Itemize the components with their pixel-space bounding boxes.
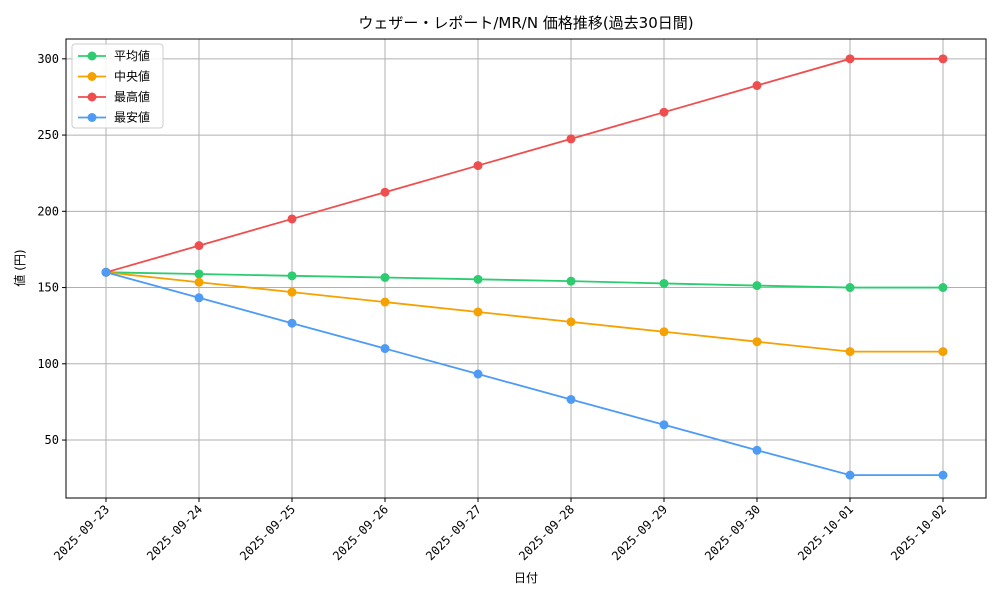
- legend-label: 最高値: [114, 89, 150, 104]
- data-point: [845, 283, 855, 293]
- data-point: [194, 293, 204, 303]
- y-tick-label: 50: [45, 433, 59, 447]
- legend-item: 最安値: [78, 110, 150, 125]
- series-line: [105, 271, 943, 477]
- data-point: [566, 317, 576, 327]
- data-point: [287, 287, 297, 297]
- legend-item: 中央値: [78, 69, 150, 84]
- legend-item: 最高値: [78, 89, 150, 104]
- data-point: [380, 187, 390, 197]
- x-tick-label: 2025-10-02: [888, 502, 949, 563]
- data-point: [287, 214, 297, 224]
- data-point: [101, 267, 111, 277]
- chart-title: ウェザー・レポート/MR/N 価格推移(過去30日間): [358, 14, 693, 32]
- data-point: [659, 327, 669, 337]
- series-3: [101, 267, 948, 480]
- y-axis-label: 値 (円): [12, 249, 27, 286]
- x-tick-label: 2025-09-27: [423, 502, 484, 563]
- data-point: [845, 347, 855, 357]
- y-tick-label: 200: [37, 204, 59, 218]
- legend-label: 最安値: [114, 110, 150, 125]
- data-point: [938, 470, 948, 480]
- x-tick-label: 2025-09-26: [330, 502, 391, 563]
- data-point: [752, 445, 762, 455]
- data-point: [659, 107, 669, 117]
- legend-swatch-marker: [87, 92, 97, 102]
- data-point: [938, 283, 948, 293]
- x-tick-label: 2025-09-28: [516, 502, 577, 563]
- data-point: [380, 272, 390, 282]
- series-line: [105, 57, 943, 274]
- data-point: [194, 241, 204, 251]
- data-point: [659, 278, 669, 288]
- legend-swatch-marker: [87, 72, 97, 81]
- data-point: [287, 318, 297, 328]
- series-2: [101, 54, 948, 277]
- y-tick-label: 250: [37, 128, 59, 142]
- data-point: [752, 81, 762, 91]
- y-axis: 50 100 150 200 250 300: [37, 52, 66, 447]
- data-point: [473, 161, 483, 171]
- data-point: [194, 277, 204, 287]
- data-point: [380, 344, 390, 354]
- legend-item: 平均値: [78, 48, 150, 63]
- legend-swatch-marker: [87, 51, 97, 61]
- y-tick-label: 300: [37, 52, 59, 66]
- data-point: [380, 297, 390, 307]
- x-axis-label: 日付: [514, 571, 538, 585]
- x-tick-label: 2025-10-01: [795, 502, 856, 563]
- x-tick-label: 2025-09-23: [51, 502, 112, 563]
- x-tick-label: 2025-09-24: [144, 502, 205, 563]
- data-point: [473, 274, 483, 284]
- data-point: [938, 54, 948, 64]
- y-tick-label: 150: [37, 281, 59, 295]
- data-point: [566, 134, 576, 144]
- x-axis: 2025-09-23 2025-09-24 2025-09-25 2025-09-26…: [51, 498, 949, 563]
- y-tick-label: 100: [37, 357, 59, 371]
- data-point: [845, 470, 855, 480]
- series-line: [105, 271, 943, 289]
- legend-label: 平均値: [114, 48, 150, 63]
- series-group: [101, 54, 948, 480]
- series-line: [105, 271, 943, 353]
- series-1: [101, 267, 948, 357]
- plot-area-frame: [65, 38, 987, 499]
- x-tick-label: 2025-09-25: [237, 502, 298, 563]
- data-point: [566, 276, 576, 286]
- x-tick-label: 2025-09-30: [702, 502, 763, 563]
- data-point: [566, 394, 576, 404]
- legend-swatch-marker: [87, 113, 97, 122]
- data-point: [752, 281, 762, 291]
- data-point: [938, 347, 948, 357]
- grid: [66, 39, 986, 498]
- legend-box: [71, 43, 164, 129]
- data-point: [473, 369, 483, 379]
- legend-label: 中央値: [114, 69, 150, 84]
- data-point: [473, 307, 483, 317]
- series-0: [101, 267, 948, 293]
- data-point: [659, 420, 669, 430]
- data-point: [752, 337, 762, 347]
- data-point: [287, 271, 297, 281]
- x-tick-label: 2025-09-29: [609, 502, 670, 563]
- data-point: [194, 269, 204, 279]
- data-point: [845, 54, 855, 64]
